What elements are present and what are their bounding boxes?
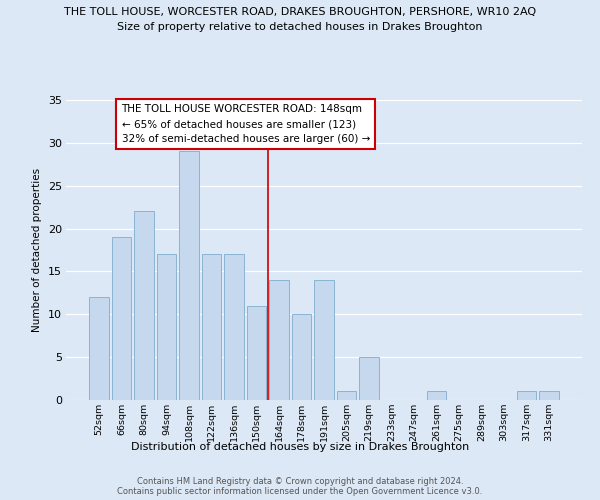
Bar [269,280,289,400]
Y-axis label: Number of detached properties: Number of detached properties [32,168,42,332]
Bar [179,152,199,400]
Text: Contains public sector information licensed under the Open Government Licence v3: Contains public sector information licen… [118,488,482,496]
Bar [539,392,559,400]
Bar [134,212,154,400]
Bar [224,254,244,400]
Text: Distribution of detached houses by size in Drakes Broughton: Distribution of detached houses by size … [131,442,469,452]
Bar [89,297,109,400]
Text: THE TOLL HOUSE, WORCESTER ROAD, DRAKES BROUGHTON, PERSHORE, WR10 2AQ: THE TOLL HOUSE, WORCESTER ROAD, DRAKES B… [64,8,536,18]
Bar [314,280,334,400]
Bar [157,254,176,400]
Bar [202,254,221,400]
Bar [292,314,311,400]
Text: Size of property relative to detached houses in Drakes Broughton: Size of property relative to detached ho… [117,22,483,32]
Bar [337,392,356,400]
Text: Contains HM Land Registry data © Crown copyright and database right 2024.: Contains HM Land Registry data © Crown c… [137,478,463,486]
Bar [247,306,266,400]
Bar [517,392,536,400]
Text: THE TOLL HOUSE WORCESTER ROAD: 148sqm
← 65% of detached houses are smaller (123): THE TOLL HOUSE WORCESTER ROAD: 148sqm ← … [122,104,370,144]
Bar [427,392,446,400]
Bar [359,357,379,400]
Bar [112,237,131,400]
